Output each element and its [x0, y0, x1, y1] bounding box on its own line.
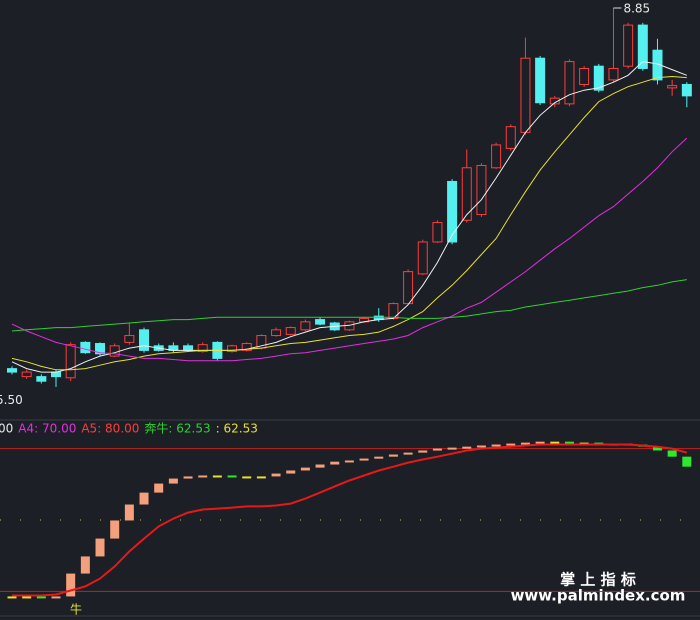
indicator-bar	[506, 443, 516, 446]
indicator-bar	[374, 456, 384, 459]
legend-entry: : 62.53	[216, 422, 258, 436]
indicator-bar	[403, 452, 413, 455]
indicator-bar	[51, 596, 61, 599]
candle-body	[227, 345, 238, 353]
indicator-bar	[212, 475, 222, 478]
indicator-bar	[667, 450, 677, 457]
candle-body	[637, 24, 648, 69]
indicator-bar	[183, 476, 193, 479]
indicator-bar	[256, 476, 266, 479]
indicator-bar	[315, 464, 325, 468]
legend-entry: 奔牛: 62.53	[144, 421, 210, 436]
candle-body	[183, 345, 194, 351]
candle-body	[608, 67, 619, 81]
indicator-bar	[682, 456, 692, 467]
candle-body	[285, 327, 296, 335]
candle-body	[491, 144, 502, 169]
watermark-url: www.palmindex.com	[511, 587, 686, 605]
moving-average	[11, 137, 688, 362]
indicator-bar	[550, 441, 560, 444]
legend-entry: 00	[0, 422, 13, 436]
candle-body	[21, 371, 32, 378]
candle-body	[51, 371, 62, 378]
candle-body	[681, 83, 692, 97]
indicator-bar	[447, 447, 457, 450]
legend-entry: A4: 70.00	[18, 422, 76, 436]
candle-body	[549, 97, 560, 105]
candle-body	[36, 376, 47, 382]
indicator-bar	[168, 478, 178, 484]
signal-marker: 牛	[70, 602, 82, 617]
candle-body	[535, 57, 546, 104]
moving-average	[11, 279, 687, 332]
candle-body	[388, 303, 399, 319]
candle-body	[315, 319, 326, 325]
indicator-bar	[154, 483, 164, 493]
indicator-bar	[462, 446, 472, 449]
indicator-bar	[476, 445, 486, 448]
candle-body	[652, 49, 663, 81]
indicator-bar	[418, 450, 428, 453]
indicator-bar	[242, 476, 252, 479]
moving-average	[11, 75, 687, 371]
indicator-bar	[535, 441, 545, 444]
watermark-title: 掌 上 指 标	[560, 571, 636, 589]
candle-body	[124, 335, 135, 343]
candle-body	[271, 329, 282, 337]
candle-body	[65, 344, 76, 379]
candle-body	[403, 271, 414, 305]
legend-entry: A5: 80.00	[81, 422, 139, 436]
candle-body	[80, 341, 91, 354]
indicator-bar	[66, 573, 76, 597]
candle-body	[447, 180, 458, 243]
indicator-bar	[227, 475, 237, 478]
indicator-bar	[344, 460, 354, 463]
indicator-bar	[139, 492, 149, 505]
indicator-bar	[95, 538, 105, 557]
candle-body	[623, 24, 634, 67]
indicator-bar	[22, 596, 32, 599]
candle-body	[505, 126, 516, 149]
annotation: 5.50	[0, 393, 23, 407]
annotation: 8.85	[623, 1, 650, 15]
candle-body	[417, 241, 428, 275]
indicator-bar	[286, 470, 296, 474]
indicator-bar	[110, 520, 120, 539]
indicator-bar	[359, 458, 369, 461]
indicator-bar	[491, 444, 501, 447]
candle-body	[476, 164, 487, 216]
indicator-bar	[300, 467, 310, 471]
indicator-bar	[124, 504, 134, 521]
indicator-bar	[388, 454, 398, 457]
indicator-bar	[564, 441, 574, 444]
indicator-bar	[7, 596, 17, 599]
candle-body	[593, 65, 604, 91]
candle-body	[579, 67, 590, 85]
indicator-bar	[271, 473, 281, 477]
indicator-bar	[36, 596, 46, 599]
candle-body	[7, 368, 17, 373]
indicator-bar	[80, 556, 90, 574]
candle-body	[667, 85, 678, 89]
indicator-bar	[520, 442, 530, 445]
candle-body	[241, 343, 252, 351]
indicator-bar	[432, 448, 442, 451]
indicator-bar	[198, 475, 208, 478]
moving-average	[11, 61, 687, 373]
candle-body	[197, 344, 208, 353]
indicator-bar	[330, 461, 340, 465]
candle-body	[95, 343, 106, 355]
indicator-bar	[652, 446, 662, 451]
candle-body	[300, 321, 311, 331]
candle-body	[139, 329, 150, 351]
indicator-line	[12, 443, 688, 597]
candle-body	[564, 61, 575, 105]
candle-body	[520, 57, 531, 133]
candle-body	[432, 222, 443, 243]
candle-body	[461, 167, 472, 221]
